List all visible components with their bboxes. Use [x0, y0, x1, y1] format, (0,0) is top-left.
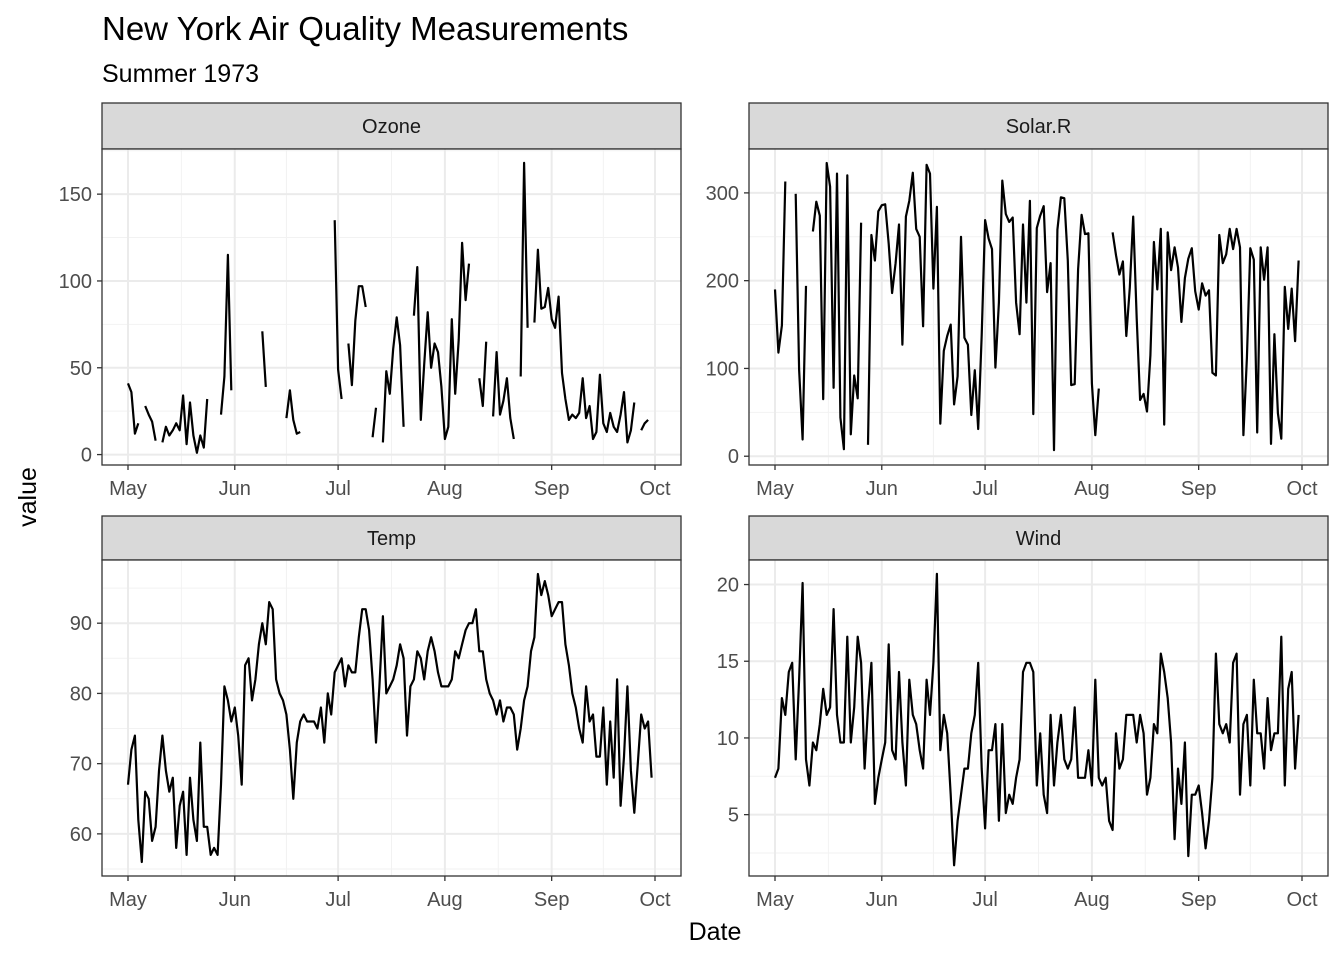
y-tick-label: 100: [706, 358, 739, 380]
x-tick-label: Aug: [427, 478, 463, 500]
y-tick-label: 200: [706, 271, 739, 293]
y-tick-label: 60: [70, 824, 92, 846]
strip-wind: [748, 515, 1329, 561]
y-tick-label: 5: [728, 805, 739, 827]
x-tick-label: May: [756, 478, 794, 500]
x-axis-title: Date: [689, 918, 742, 946]
x-tick-label: Jul: [325, 889, 351, 911]
x-tick-label: Jul: [325, 478, 351, 500]
y-tick-label: 0: [81, 445, 92, 467]
panel-border: [101, 559, 682, 877]
panel-wind: Wind 5 10 15 20 May Jun Jul Aug Sep Oct: [717, 515, 1329, 911]
x-tick-label: Aug: [427, 889, 463, 911]
strip-label: Temp: [367, 528, 416, 550]
y-tick-label: 90: [70, 613, 92, 635]
x-tick-label: Oct: [1286, 478, 1318, 500]
y-tick-label: 15: [717, 651, 739, 673]
strip-label: Ozone: [362, 116, 421, 138]
x-tick-label: Jun: [219, 478, 251, 500]
panel-border: [748, 559, 1329, 877]
x-tick-label: Jun: [866, 478, 898, 500]
panel-ozone: Ozone 0 50 100 150 May Jun Jul Aug Sep Oct: [59, 102, 682, 500]
x-tick-label: May: [109, 478, 147, 500]
x-tick-label: Oct: [1286, 889, 1318, 911]
x-tick-label: Oct: [639, 478, 671, 500]
y-tick-label: 20: [717, 575, 739, 597]
x-tick-label: Jun: [219, 889, 251, 911]
panel-solar-r: Solar.R 0 100 200 300 May Jun Jul Aug Sep Oct: [706, 102, 1329, 500]
x-tick-label: Aug: [1074, 889, 1110, 911]
panel-border: [748, 148, 1329, 466]
x-tick-label: May: [756, 889, 794, 911]
grid-lines: [102, 149, 681, 465]
panel-border: [101, 148, 682, 466]
chart-subtitle: Summer 1973: [102, 60, 259, 88]
series-line-temp: [126, 572, 653, 864]
x-tick-label: Jul: [972, 478, 998, 500]
y-tick-label: 150: [59, 184, 92, 206]
panel-temp: Temp 60 70 80 90 May Jun Jul Aug Sep Oct: [70, 515, 682, 911]
y-tick-label: 70: [70, 754, 92, 776]
x-tick-label: Sep: [534, 478, 570, 500]
x-tick-label: Aug: [1074, 478, 1110, 500]
x-tick-label: Sep: [534, 889, 570, 911]
x-tick-label: Sep: [1181, 889, 1217, 911]
x-tick-label: Oct: [639, 889, 671, 911]
x-tick-label: May: [109, 889, 147, 911]
strip-ozone: [101, 102, 682, 150]
y-tick-label: 300: [706, 183, 739, 205]
strip-temp: [101, 515, 682, 561]
chart-title: New York Air Quality Measurements: [102, 10, 628, 47]
y-tick-label: 50: [70, 358, 92, 380]
strip-label: Solar.R: [1006, 116, 1072, 138]
x-tick-label: Sep: [1181, 478, 1217, 500]
series-line-wind: [773, 572, 1300, 867]
facet-panels: Ozone 0 50 100 150 May Jun Jul Aug Sep Oct Solar.R 0…: [59, 102, 1329, 911]
y-tick-label: 10: [717, 728, 739, 750]
y-tick-label: 80: [70, 683, 92, 705]
x-tick-label: Jul: [972, 889, 998, 911]
series-line-ozone: [126, 161, 649, 454]
y-axis-title: value: [14, 467, 42, 527]
y-tick-label: 0: [728, 446, 739, 468]
series-line-solar-r: [773, 161, 1300, 452]
strip-label: Wind: [1016, 528, 1062, 550]
y-tick-label: 100: [59, 271, 92, 293]
x-tick-label: Jun: [866, 889, 898, 911]
